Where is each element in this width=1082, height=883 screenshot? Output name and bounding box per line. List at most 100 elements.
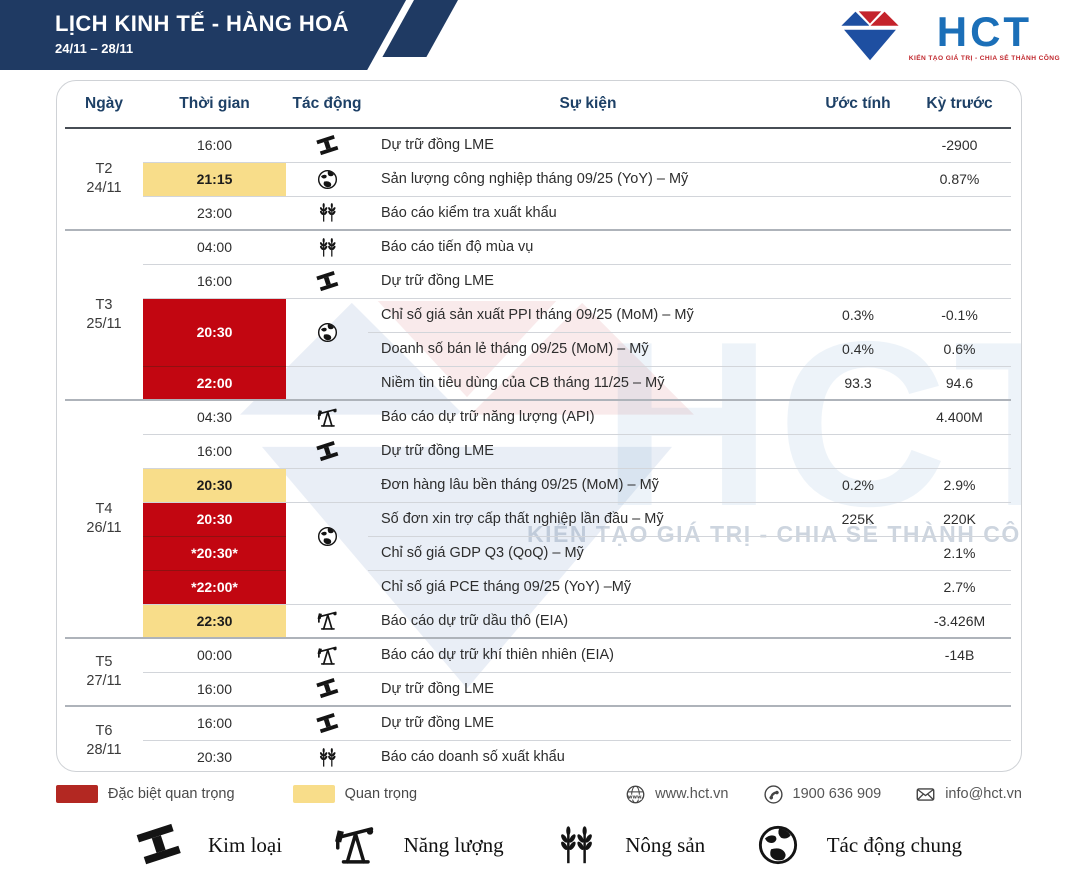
impact-cell	[286, 365, 368, 400]
estimate-cell	[808, 399, 908, 434]
metal-icon	[136, 823, 181, 865]
globe-icon	[317, 322, 337, 342]
website-text: www.hct.vn	[655, 786, 729, 802]
time-cell-important: 20:30	[143, 467, 286, 502]
impact-cell	[286, 297, 368, 366]
title-banner: LỊCH KINH TẾ - HÀNG HOÁ 24/11 – 28/11	[0, 0, 407, 70]
estimate-cell	[808, 195, 908, 230]
estimate-cell	[808, 433, 908, 468]
impact-cell	[286, 399, 368, 434]
event-cell: Báo cáo dự trữ năng lượng (API)	[368, 399, 808, 434]
impact-cell	[286, 467, 368, 502]
estimate-cell: 0.2%	[808, 467, 908, 502]
oil-pump-icon	[316, 645, 337, 665]
previous-cell: 220K	[908, 501, 1011, 536]
oil-pump-icon	[316, 611, 337, 631]
time-cell-important: 22:30	[143, 603, 286, 638]
estimate-cell	[808, 739, 908, 771]
impact-cell	[286, 128, 368, 162]
legend-contact-bar: Đặc biệt quan trọng Quan trọng www.hct.v…	[56, 781, 1022, 807]
logo-tagline: KIẾN TẠO GIÁ TRỊ - CHIA SẺ THÀNH CÔNG	[908, 54, 1060, 62]
event-cell: Dự trữ đồng LME	[381, 137, 494, 154]
time-cell-critical: *20:30*	[143, 535, 286, 570]
table-row: *22:00* Chỉ số giá PCE tháng 09/25 (YoY)…	[65, 569, 1011, 604]
event-cell: Niềm tin tiêu dùng của CB tháng 11/25 – …	[368, 365, 808, 400]
icon-legend-energy: Năng lượng	[332, 822, 504, 868]
critical-color-swatch	[56, 785, 98, 803]
event-cell: Chỉ số giá GDP Q3 (QoQ) – Mỹ	[368, 535, 808, 570]
time-cell: 16:00	[143, 671, 286, 706]
event-cell: Dự trữ đồng LME	[368, 671, 808, 706]
globe-icon	[317, 526, 337, 546]
table-row: 23:00 Báo cáo kiểm tra xuất khẩu	[65, 195, 1011, 230]
impact-cell	[286, 263, 368, 298]
wheat-icon	[318, 747, 337, 767]
event-cell: Doanh số bán lẻ tháng 09/25 (MoM) – Mỹ	[368, 331, 808, 366]
table-row: 21:15 Sản lượng công nghiệp tháng 09/25 …	[65, 161, 1011, 196]
icon-legend-agriculture: Nông sản	[553, 822, 705, 868]
metal-icon	[315, 678, 338, 699]
day-cell: T3 25/11	[65, 229, 143, 400]
table-row: T2 24/11 16:00 Dự trữ đồng LME -2900	[65, 128, 1011, 196]
oil-pump-icon	[316, 407, 337, 427]
estimate-cell: 225K	[808, 501, 908, 536]
phone-icon	[763, 784, 783, 804]
impact-cell	[286, 229, 368, 264]
table-row: 16:00 Dự trữ đồng LME	[65, 263, 1011, 298]
day-cell: T5 27/11	[65, 637, 143, 706]
estimate-cell: 93.3	[808, 365, 908, 400]
estimate-cell	[808, 128, 908, 162]
hct-logo: HCT KIẾN TẠO GIÁ TRỊ - CHIA SẺ THÀNH CÔN…	[839, 8, 1060, 64]
event-cell: Sản lượng công nghiệp tháng 09/25 (YoY) …	[368, 161, 808, 196]
legend-critical: Đặc biệt quan trọng	[56, 785, 235, 803]
impact-cell	[286, 637, 368, 672]
time-cell-critical: 22:00	[143, 365, 286, 400]
previous-cell: 2.9%	[908, 467, 1011, 502]
legend-important: Quan trọng	[292, 785, 417, 803]
email-text: info@hct.vn	[945, 786, 1022, 802]
previous-cell: -14B	[908, 637, 1011, 672]
table-row: T5 27/11 00:00 Báo cáo dự trữ khí thiên n…	[65, 637, 1011, 706]
metal-icon	[315, 712, 338, 733]
impact-cell	[286, 603, 368, 638]
col-header-day: Ngày	[65, 81, 143, 129]
estimate-cell	[808, 671, 908, 706]
hct-diamond-icon	[839, 10, 901, 62]
time-cell: 00:00	[143, 637, 286, 672]
impact-cell	[286, 570, 368, 604]
previous-cell	[908, 739, 1011, 771]
previous-cell: -0.1%	[908, 297, 1011, 332]
event-cell: Báo cáo dự trữ khí thiên nhiên (EIA)	[368, 637, 808, 672]
previous-cell: -3.426M	[908, 603, 1011, 638]
www-globe-icon	[626, 785, 645, 803]
time-cell: 16:00	[143, 433, 286, 468]
day-cell: T4 26/11	[65, 399, 143, 638]
estimate-cell	[808, 263, 908, 298]
table-row: *20:30* Chỉ số giá GDP Q3 (QoQ) – Mỹ 2.1…	[65, 535, 1011, 570]
time-cell: 04:00	[143, 229, 286, 264]
time-cell-important: 21:15	[143, 161, 286, 196]
time-cell-critical: *22:00*	[143, 569, 286, 604]
time-cell: 16:00	[143, 263, 286, 298]
table-row: 16:00 Dự trữ đồng LME	[65, 671, 1011, 706]
time-cell: 20:30	[143, 739, 286, 771]
icon-legend-label: Năng lượng	[403, 832, 504, 857]
icon-legend-label: Tác động chung	[826, 832, 962, 857]
event-cell: Đơn hàng lâu bền tháng 09/25 (MoM) – Mỹ	[368, 467, 808, 502]
wheat-icon	[318, 202, 337, 223]
previous-cell	[908, 705, 1011, 740]
previous-cell: 2.1%	[908, 535, 1011, 570]
impact-cell	[286, 671, 368, 706]
event-cell: Chỉ số giá sản xuất PPI tháng 09/25 (MoM…	[368, 297, 808, 332]
impact-cell	[286, 433, 368, 468]
contacts: www.hct.vn 1900 636 909 info@hct.vn	[625, 784, 1022, 805]
impact-cell	[286, 739, 368, 771]
previous-cell: 0.6%	[908, 331, 1011, 366]
col-header-time: Thời gian	[143, 81, 286, 129]
icon-legend-label: Nông sản	[625, 832, 706, 857]
table-row: T3 25/11 04:00 Báo cáo tiến độ mùa vụ	[65, 229, 1011, 400]
col-header-estimate: Ước tính	[808, 81, 908, 129]
website-contact: www.hct.vn	[625, 784, 729, 805]
time-cell: 16:00	[143, 705, 286, 740]
wheat-icon	[558, 824, 595, 865]
